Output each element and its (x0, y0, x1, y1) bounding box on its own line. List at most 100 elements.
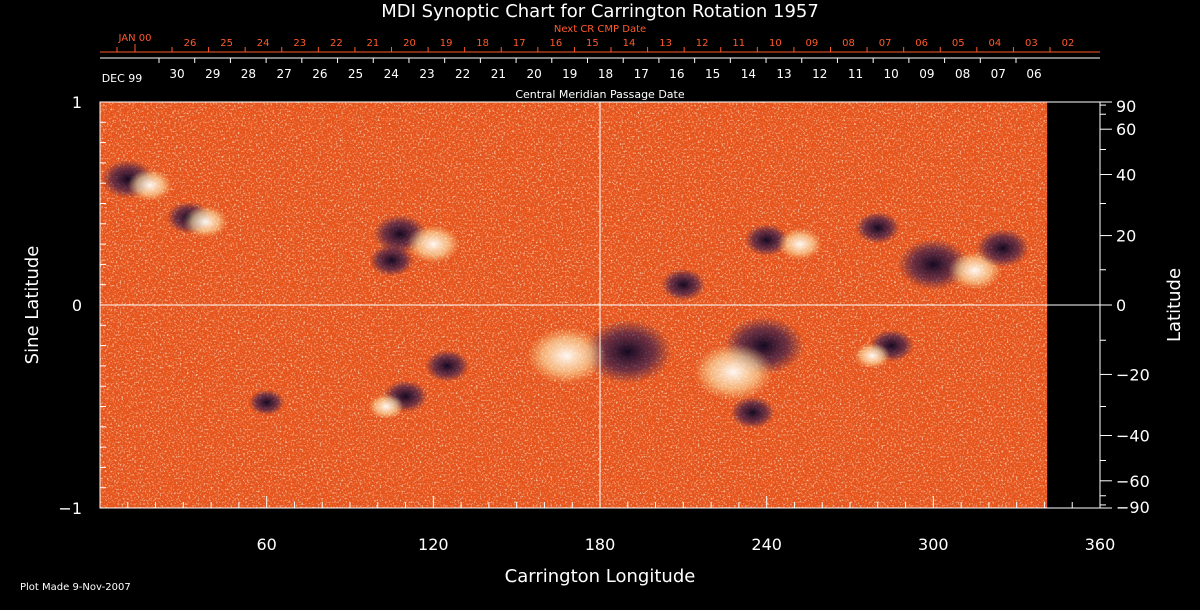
next-day-label: 05 (952, 38, 965, 49)
negative-polarity-region (248, 389, 285, 416)
cmp-day-label: 27 (276, 67, 291, 81)
negative-polarity-region (661, 268, 706, 301)
longitude-axis: 60 120 180 240 300 360 (99, 496, 1116, 554)
y-axis-label: Sine Latitude (22, 246, 43, 365)
x-axis-label: Carrington Longitude (505, 566, 696, 587)
cmp-axis-label: Central Meridian Passage Date (515, 88, 684, 101)
cmp-day-label: 19 (562, 67, 577, 81)
footer-plot-made: Plot Made 9-Nov-2007 (20, 582, 131, 593)
next-day-label: 24 (257, 38, 270, 49)
sine-latitude-axis: 1 0 −1 (58, 93, 112, 518)
cmp-day-label: 16 (669, 67, 684, 81)
positive-polarity-region (526, 326, 607, 385)
lat-tick-label: −90 (1116, 498, 1150, 517)
x-tick-label: 60 (256, 535, 276, 554)
cmp-day-label: 10 (884, 67, 899, 81)
lat-tick-label: 90 (1116, 97, 1136, 116)
x-tick-label: 180 (585, 535, 616, 554)
lat-tick-label: −60 (1116, 472, 1150, 491)
cmp-day-label: 12 (812, 67, 827, 81)
negative-polarity-region (425, 349, 470, 382)
lat-tick-label: 60 (1116, 120, 1136, 139)
positive-polarity-region (777, 228, 823, 261)
cmp-month-label: DEC 99 (102, 72, 143, 85)
next-day-label: 11 (732, 38, 745, 49)
x-tick-label: 360 (1085, 535, 1116, 554)
next-day-label: 13 (659, 38, 672, 49)
y-tick-label: −1 (58, 499, 82, 518)
next-day-label: 16 (549, 38, 562, 49)
next-day-label: 08 (842, 38, 855, 49)
chart-title: MDI Synoptic Chart for Carrington Rotati… (381, 1, 819, 22)
next-day-label: 12 (696, 38, 709, 49)
lat-tick-label: 20 (1116, 227, 1136, 246)
cmp-date-axis: Central Meridian Passage Date 30 29 28 27 26… (100, 57, 1100, 101)
cmp-day-label: 21 (491, 67, 506, 81)
next-cr-cmp-axis: Next CR CMP Date 26 25 24 23 22 21 20 19 18 17 16 1… (100, 24, 1100, 53)
y2-axis-label: Latitude (1164, 268, 1185, 342)
magnetogram-plot (99, 101, 1101, 509)
negative-polarity-region (976, 228, 1030, 268)
positive-polarity-region (127, 169, 173, 202)
cmp-day-label: 30 (169, 67, 184, 81)
cmp-day-label: 25 (348, 67, 363, 81)
negative-polarity-region (855, 211, 900, 244)
next-day-label: 03 (1025, 38, 1038, 49)
cmp-day-label: 26 (312, 67, 327, 81)
negative-polarity-region (583, 319, 673, 384)
y-tick-label: 1 (72, 93, 82, 112)
positive-polarity-region (406, 224, 461, 264)
lat-tick-label: −20 (1116, 365, 1150, 384)
cmp-day-label: 28 (241, 67, 256, 81)
next-month-label: JAN 00 (118, 33, 152, 44)
next-day-label: 04 (988, 38, 1001, 49)
next-day-label: 17 (513, 38, 526, 49)
positive-polarity-region (183, 205, 228, 238)
cmp-day-label: 07 (991, 67, 1006, 81)
cmp-day-label: 20 (526, 67, 541, 81)
next-day-label: 15 (586, 38, 599, 49)
lat-tick-label: 0 (1116, 296, 1126, 315)
next-day-label: 23 (293, 38, 306, 49)
positive-polarity-region (368, 393, 404, 420)
next-day-label: 07 (879, 38, 892, 49)
cmp-day-label: 22 (455, 67, 470, 81)
y-tick-label: 0 (72, 296, 82, 315)
cmp-day-label: 13 (776, 67, 791, 81)
cmp-day-label: 11 (848, 67, 863, 81)
x-tick-label: 300 (918, 535, 949, 554)
negative-polarity-region (369, 244, 414, 277)
cmp-day-label: 24 (384, 67, 399, 81)
next-day-label: 20 (403, 38, 416, 49)
negative-polarity-region (730, 396, 775, 429)
next-day-label: 22 (330, 38, 343, 49)
next-day-label: 02 (1062, 38, 1075, 49)
cmp-day-label: 14 (741, 67, 756, 81)
next-day-label: 10 (769, 38, 782, 49)
positive-polarity-region (693, 343, 774, 401)
cmp-day-label: 08 (955, 67, 970, 81)
cmp-day-label: 15 (705, 67, 720, 81)
positive-polarity-region (854, 342, 890, 369)
cmp-day-label: 06 (1026, 67, 1041, 81)
next-axis-label: Next CR CMP Date (554, 24, 646, 35)
latitude-axis: 90 60 40 20 0 −20 −40 −60 −90 (1100, 97, 1150, 517)
next-day-label: 21 (367, 38, 380, 49)
cmp-day-label: 18 (598, 67, 613, 81)
lat-tick-label: 40 (1116, 166, 1136, 185)
x-tick-label: 240 (751, 535, 782, 554)
next-day-label: 18 (476, 38, 489, 49)
x-tick-label: 120 (418, 535, 449, 554)
lat-tick-label: −40 (1116, 426, 1150, 445)
negative-polarity-region (744, 224, 789, 257)
active-regions (101, 159, 1030, 429)
next-day-label: 09 (806, 38, 819, 49)
cmp-day-label: 23 (419, 67, 434, 81)
cmp-day-label: 09 (919, 67, 934, 81)
next-day-label: 25 (220, 38, 233, 49)
cmp-day-label: 17 (634, 67, 649, 81)
next-day-label: 14 (623, 38, 636, 49)
next-day-label: 19 (440, 38, 453, 49)
next-day-label: 06 (915, 38, 928, 49)
